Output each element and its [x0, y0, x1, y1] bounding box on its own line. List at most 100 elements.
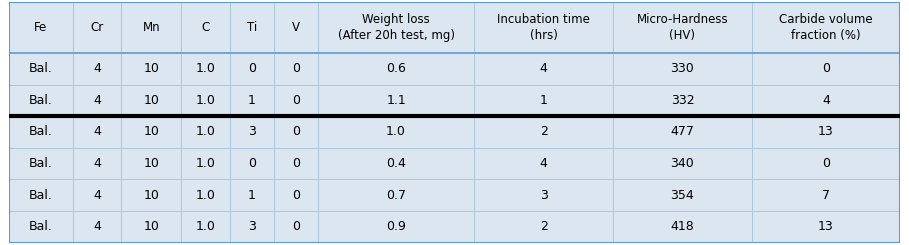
Bar: [121, 2, 182, 53]
Text: 0.4: 0.4: [386, 157, 406, 170]
Bar: [613, 148, 752, 179]
Bar: [230, 148, 274, 179]
Bar: [73, 53, 121, 85]
Bar: [274, 2, 318, 53]
Text: V: V: [292, 21, 300, 34]
Text: 1.0: 1.0: [195, 125, 215, 138]
Text: 10: 10: [144, 94, 159, 107]
Text: 4: 4: [93, 157, 101, 170]
Bar: [73, 148, 121, 179]
Text: Micro-Hardness
(HV): Micro-Hardness (HV): [636, 13, 728, 42]
Text: 2: 2: [540, 220, 547, 233]
Bar: [121, 53, 182, 85]
Bar: [752, 148, 900, 179]
Text: 2: 2: [540, 125, 547, 138]
Bar: [474, 211, 613, 243]
Bar: [318, 53, 474, 85]
Bar: [9, 2, 73, 53]
Text: 354: 354: [671, 189, 694, 202]
Bar: [73, 179, 121, 211]
Text: 1.0: 1.0: [195, 94, 215, 107]
Bar: [182, 179, 230, 211]
Text: Bal.: Bal.: [29, 220, 53, 233]
Bar: [752, 53, 900, 85]
Text: 0.7: 0.7: [386, 189, 406, 202]
Bar: [182, 116, 230, 148]
Text: 0: 0: [292, 125, 300, 138]
Bar: [230, 211, 274, 243]
Text: Fe: Fe: [35, 21, 47, 34]
Text: 1.1: 1.1: [386, 94, 406, 107]
Bar: [613, 53, 752, 85]
Text: Bal.: Bal.: [29, 62, 53, 75]
Text: C: C: [202, 21, 210, 34]
Text: Bal.: Bal.: [29, 125, 53, 138]
Bar: [752, 85, 900, 116]
Bar: [182, 211, 230, 243]
Text: Bal.: Bal.: [29, 94, 53, 107]
Text: 1.0: 1.0: [195, 220, 215, 233]
Text: 0: 0: [292, 94, 300, 107]
Bar: [613, 116, 752, 148]
Text: Weight loss
(After 20h test, mg): Weight loss (After 20h test, mg): [337, 13, 454, 42]
Bar: [230, 53, 274, 85]
Bar: [274, 179, 318, 211]
Bar: [474, 85, 613, 116]
Text: Ti: Ti: [247, 21, 257, 34]
Bar: [73, 211, 121, 243]
Bar: [613, 85, 752, 116]
Text: 332: 332: [671, 94, 694, 107]
Bar: [230, 2, 274, 53]
Text: 0: 0: [822, 62, 830, 75]
Text: 7: 7: [822, 189, 830, 202]
Bar: [318, 116, 474, 148]
Text: 0: 0: [292, 157, 300, 170]
Text: 10: 10: [144, 62, 159, 75]
Bar: [9, 179, 73, 211]
Bar: [274, 211, 318, 243]
Bar: [474, 2, 613, 53]
Bar: [318, 85, 474, 116]
Text: 10: 10: [144, 220, 159, 233]
Bar: [121, 179, 182, 211]
Bar: [230, 179, 274, 211]
Bar: [474, 53, 613, 85]
Bar: [318, 148, 474, 179]
Text: 1: 1: [248, 94, 256, 107]
Text: Incubation time
(hrs): Incubation time (hrs): [497, 13, 590, 42]
Text: 3: 3: [248, 220, 256, 233]
Text: 13: 13: [818, 125, 834, 138]
Text: 0: 0: [292, 62, 300, 75]
Bar: [274, 53, 318, 85]
Text: Bal.: Bal.: [29, 189, 53, 202]
Text: 4: 4: [93, 94, 101, 107]
Bar: [318, 211, 474, 243]
Text: 1.0: 1.0: [195, 62, 215, 75]
Bar: [121, 211, 182, 243]
Bar: [9, 211, 73, 243]
Bar: [182, 2, 230, 53]
Bar: [318, 179, 474, 211]
Text: 3: 3: [248, 125, 256, 138]
Bar: [613, 211, 752, 243]
Text: 4: 4: [93, 62, 101, 75]
Bar: [613, 2, 752, 53]
Text: 4: 4: [93, 220, 101, 233]
Text: 4: 4: [822, 94, 830, 107]
Bar: [73, 116, 121, 148]
Text: 0.9: 0.9: [386, 220, 406, 233]
Text: Cr: Cr: [90, 21, 104, 34]
Text: 418: 418: [671, 220, 694, 233]
Bar: [474, 116, 613, 148]
Text: 4: 4: [93, 125, 101, 138]
Bar: [318, 2, 474, 53]
Text: 0: 0: [292, 220, 300, 233]
Text: 330: 330: [671, 62, 694, 75]
Bar: [121, 116, 182, 148]
Text: 4: 4: [93, 189, 101, 202]
Text: 1: 1: [248, 189, 256, 202]
Bar: [274, 116, 318, 148]
Text: 0.6: 0.6: [386, 62, 406, 75]
Bar: [752, 179, 900, 211]
Text: Mn: Mn: [143, 21, 160, 34]
